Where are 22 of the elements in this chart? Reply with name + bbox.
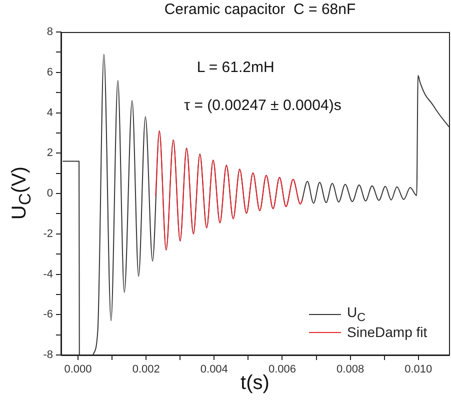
chart-title: Ceramic capacitor C = 68nF: [164, 1, 356, 18]
y-tick-label: -4: [43, 268, 53, 280]
y-tick-label: 4: [46, 106, 53, 119]
y-tick-label: 6: [46, 66, 53, 78]
x-tick-label: 0.008: [336, 364, 364, 376]
y-tick-label: 2: [46, 147, 53, 160]
y-tick-label: -8: [43, 349, 53, 362]
y-tick-label: -2: [43, 228, 53, 240]
x-tick-label: 0.000: [64, 364, 92, 376]
legend-label: U$_{C}$: [347, 304, 366, 324]
x-tick-label: 0.004: [200, 364, 228, 376]
y-tick-label: 0: [46, 188, 53, 200]
annotation: L = 61.2mH: [196, 59, 274, 76]
x-axis-title: t(s): [240, 372, 270, 395]
line-series: [155, 130, 304, 251]
y-tick-label: -6: [43, 308, 53, 321]
legend-label: SineDamp fit: [347, 324, 428, 340]
annotation: τ = (0.00247 ± 0.0004)s: [184, 96, 342, 114]
x-tick-label: 0.010: [404, 364, 432, 376]
y-tick-label: 8: [46, 26, 53, 38]
x-tick-label: 0.002: [132, 364, 160, 376]
x-tick-label: 0.006: [268, 364, 296, 376]
